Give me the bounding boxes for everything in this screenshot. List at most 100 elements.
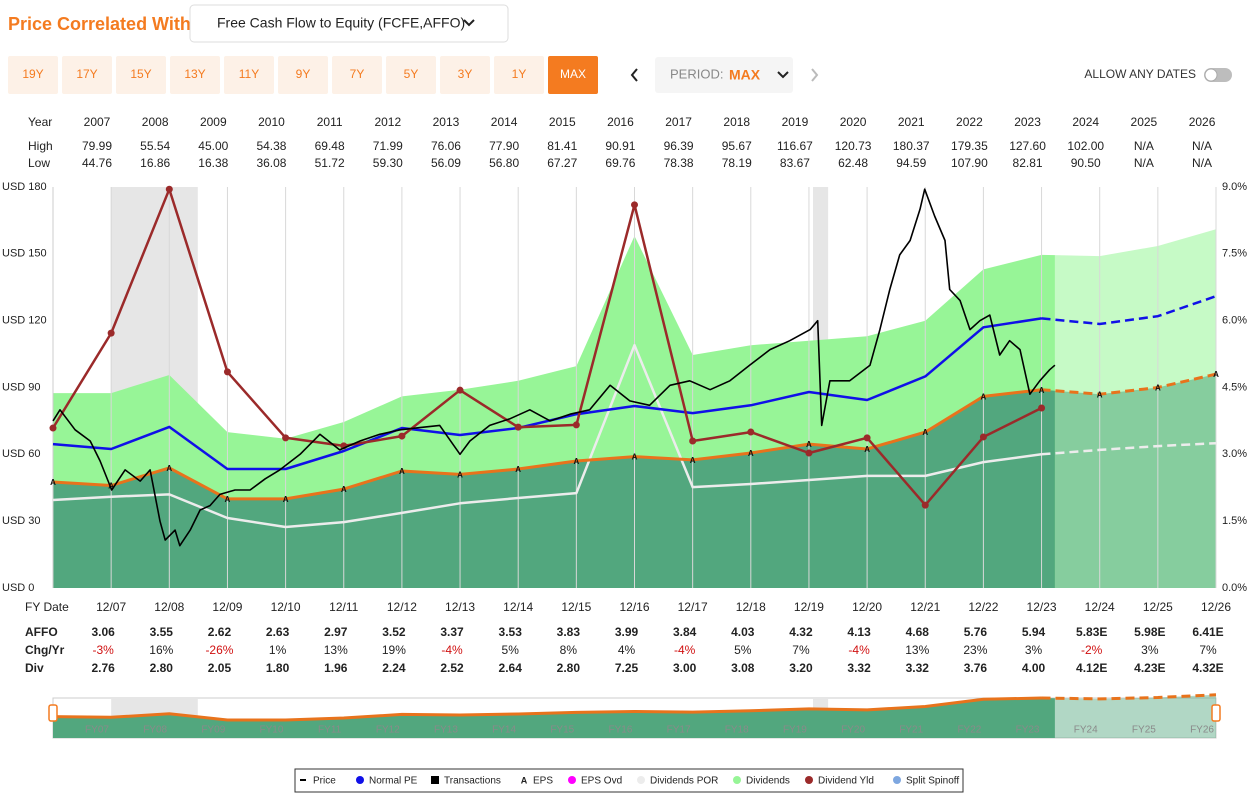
year: 2019 xyxy=(782,115,809,129)
range-label: 3Y xyxy=(458,67,473,81)
range-label: MAX xyxy=(560,67,586,81)
period-select[interactable] xyxy=(655,57,793,93)
eps-area xyxy=(1054,374,1216,588)
cell: 19% xyxy=(382,643,406,657)
range-label: 5Y xyxy=(404,67,419,81)
y-tick-label: USD 180 xyxy=(2,181,47,193)
yield-marker xyxy=(979,433,987,441)
range-button[interactable] xyxy=(278,56,328,94)
x-tick-label: 12/10 xyxy=(271,600,301,614)
cell: 3.83 xyxy=(557,625,581,639)
legend-label[interactable]: Split Spinoff xyxy=(906,776,959,787)
yield-marker xyxy=(747,428,755,436)
nav-label: FY15 xyxy=(550,725,574,736)
legend-label[interactable]: Normal PE xyxy=(369,776,418,787)
legend-label[interactable]: EPS Ovd xyxy=(581,776,622,787)
range-button[interactable] xyxy=(332,56,382,94)
cell: 5% xyxy=(734,643,752,657)
cell: 78.19 xyxy=(722,156,752,170)
row-label: AFFO xyxy=(25,625,58,639)
cell: 5.83E xyxy=(1076,625,1107,639)
eps-marker: A xyxy=(632,453,638,462)
y-tick-label: USD 90 xyxy=(2,381,41,393)
eps-marker: A xyxy=(399,467,405,476)
eps-marker: A xyxy=(166,464,172,473)
cell: 4.03 xyxy=(731,625,755,639)
x-tick-label: 12/25 xyxy=(1143,600,1173,614)
legend-label[interactable]: Dividend Yld xyxy=(818,776,874,787)
eps-marker: A xyxy=(1213,370,1219,379)
cell: 127.60 xyxy=(1009,139,1046,153)
legend-label[interactable]: Dividends xyxy=(746,776,790,787)
cell: 55.54 xyxy=(140,139,170,153)
cell: 3.37 xyxy=(440,625,464,639)
range-button[interactable] xyxy=(494,56,544,94)
cell: 3.06 xyxy=(91,625,115,639)
y2-tick-label: 9.0% xyxy=(1222,181,1247,193)
cell: 5.76 xyxy=(964,625,988,639)
year: 2013 xyxy=(433,115,460,129)
nav-label: FY16 xyxy=(608,725,632,736)
range-button[interactable] xyxy=(440,56,490,94)
cell: 13% xyxy=(905,643,929,657)
cell: 90.91 xyxy=(605,139,635,153)
x-tick-label: 12/13 xyxy=(445,600,475,614)
range-button[interactable] xyxy=(116,56,166,94)
next-arrow[interactable] xyxy=(811,68,819,82)
cell: 81.41 xyxy=(547,139,577,153)
range-button[interactable] xyxy=(548,56,598,94)
legend-label[interactable]: Price xyxy=(313,776,336,787)
yield-marker xyxy=(49,424,57,432)
range-button[interactable] xyxy=(386,56,436,94)
year: 2024 xyxy=(1072,115,1099,129)
yield-marker xyxy=(689,437,697,445)
cell: -26% xyxy=(205,643,233,657)
year: 2007 xyxy=(84,115,111,129)
nav-label: FY18 xyxy=(725,725,749,736)
cell: 7% xyxy=(792,643,810,657)
x-tick-label: 12/07 xyxy=(96,600,126,614)
cell: 3.52 xyxy=(382,625,406,639)
legend-label[interactable]: Dividends POR xyxy=(650,776,718,787)
legend-label[interactable]: EPS xyxy=(533,776,553,787)
yield-marker xyxy=(1038,404,1046,412)
cell: 59.30 xyxy=(373,156,403,170)
x-tick-label: 12/19 xyxy=(794,600,824,614)
cell: 4.23E xyxy=(1134,661,1165,675)
x-tick-label: 12/12 xyxy=(387,600,417,614)
cell: 69.76 xyxy=(605,156,635,170)
eps-marker: A xyxy=(225,495,231,504)
cell: 5.98E xyxy=(1134,625,1165,639)
eps-marker: A xyxy=(341,485,347,494)
cell: 2.97 xyxy=(324,625,348,639)
cell: 54.38 xyxy=(256,139,286,153)
y-tick-label: USD 120 xyxy=(2,315,47,327)
cell: 4.13 xyxy=(847,625,871,639)
cell: 77.90 xyxy=(489,139,519,153)
nav-handle[interactable] xyxy=(1211,704,1221,722)
range-button[interactable] xyxy=(8,56,58,94)
legend-symbol: A xyxy=(521,775,528,785)
cell: 13% xyxy=(324,643,348,657)
range-label: 9Y xyxy=(296,67,311,81)
legend-symbol xyxy=(637,776,645,784)
range-button[interactable] xyxy=(170,56,220,94)
prev-arrow[interactable] xyxy=(630,68,638,82)
range-button[interactable] xyxy=(224,56,274,94)
yield-marker xyxy=(514,423,522,431)
legend-label[interactable]: Transactions xyxy=(444,776,501,787)
period-label: PERIOD: xyxy=(670,66,723,81)
nav-handle[interactable] xyxy=(48,704,58,722)
dropdown[interactable] xyxy=(189,4,509,43)
cell: 2.63 xyxy=(266,625,290,639)
cell: 56.80 xyxy=(489,156,519,170)
period-value: MAX xyxy=(729,67,761,83)
cell: 2.80 xyxy=(150,661,174,675)
series-line-estimate xyxy=(1041,441,1217,456)
year: 2023 xyxy=(1014,115,1041,129)
range-button[interactable] xyxy=(62,56,112,94)
cell: 180.37 xyxy=(893,139,930,153)
nav-label: FY08 xyxy=(143,725,167,736)
chevron xyxy=(777,71,789,79)
